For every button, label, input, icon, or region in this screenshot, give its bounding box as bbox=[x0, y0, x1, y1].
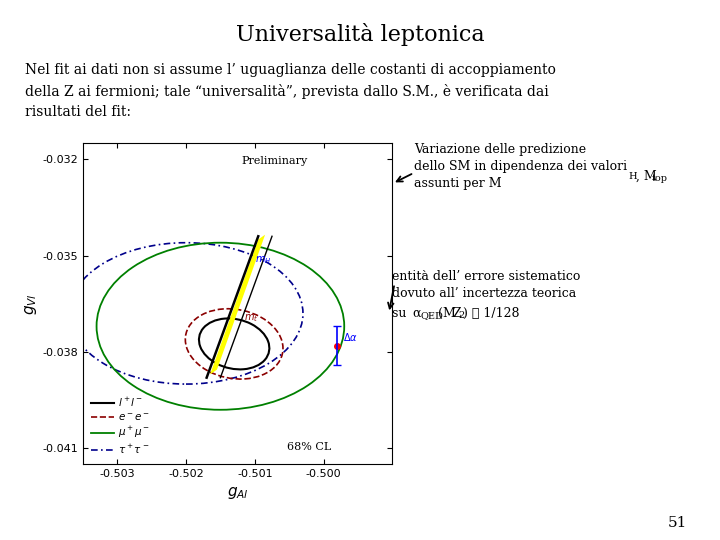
Text: (M: (M bbox=[438, 307, 456, 320]
Text: Universalità leptonica: Universalità leptonica bbox=[235, 23, 485, 46]
Text: H: H bbox=[629, 172, 637, 181]
Text: ) ≅ 1/128: ) ≅ 1/128 bbox=[463, 307, 519, 320]
Text: 68% CL: 68% CL bbox=[287, 442, 331, 451]
Text: Nel fit ai dati non si assume l’ uguaglianza delle costanti di accoppiamento
del: Nel fit ai dati non si assume l’ uguagli… bbox=[24, 63, 556, 119]
Text: su: su bbox=[392, 307, 411, 320]
Text: , M: , M bbox=[636, 170, 657, 183]
Text: α: α bbox=[413, 307, 421, 320]
Text: 2: 2 bbox=[458, 311, 464, 320]
Text: Variazione delle predizione
dello SM in dipendenza dei valori
assunti per M: Variazione delle predizione dello SM in … bbox=[414, 143, 627, 190]
Text: entità dell’ errore sistematico
dovuto all’ incertezza teorica: entità dell’ errore sistematico dovuto a… bbox=[392, 270, 581, 300]
Text: $m_t$: $m_t$ bbox=[245, 312, 258, 323]
Text: Preliminary: Preliminary bbox=[242, 156, 308, 166]
Text: 51: 51 bbox=[668, 516, 688, 530]
Text: $\Delta\alpha$: $\Delta\alpha$ bbox=[343, 330, 358, 343]
Text: QED: QED bbox=[420, 311, 444, 320]
Text: top: top bbox=[652, 174, 667, 184]
Text: $m_H$: $m_H$ bbox=[255, 254, 271, 266]
X-axis label: $g_{Al}$: $g_{Al}$ bbox=[227, 485, 248, 501]
Polygon shape bbox=[210, 235, 265, 374]
Y-axis label: $g_{Vl}$: $g_{Vl}$ bbox=[24, 293, 40, 315]
Legend: $l^+l^-$, $e^-e^-$, $\mu^+\mu^-$, $\tau^+\tau^-$: $l^+l^-$, $e^-e^-$, $\mu^+\mu^-$, $\tau^… bbox=[88, 393, 153, 459]
Text: Z: Z bbox=[452, 307, 461, 320]
